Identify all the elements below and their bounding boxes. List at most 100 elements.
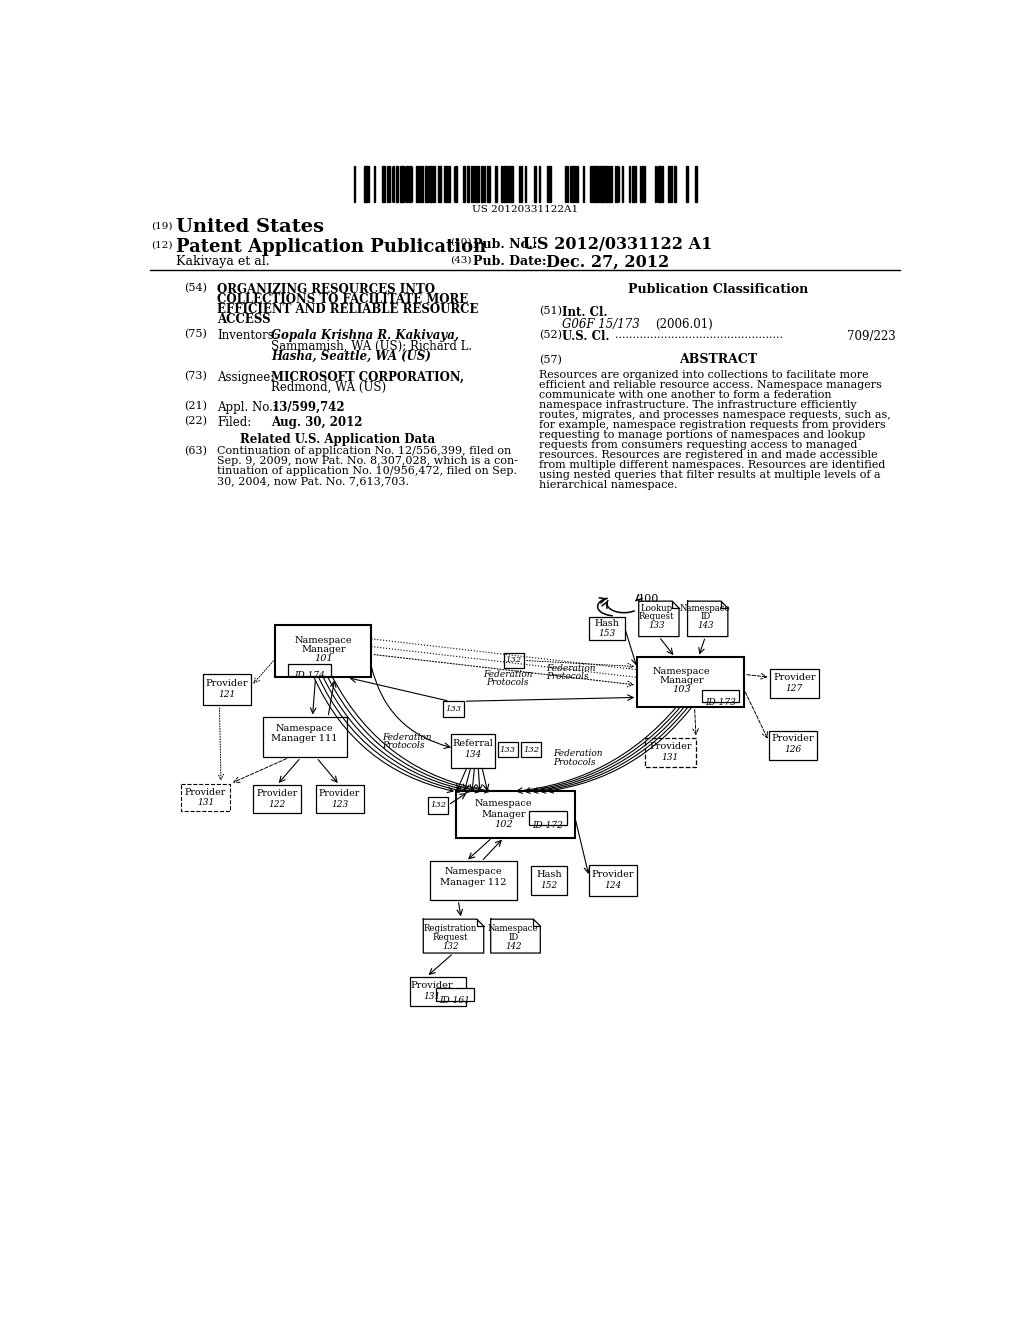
Bar bbox=[637, 657, 744, 706]
Bar bbox=[402, 166, 403, 202]
Bar bbox=[529, 812, 566, 825]
Text: Manager: Manager bbox=[481, 810, 526, 818]
Text: MICROSOFT CORPORATION,: MICROSOFT CORPORATION, bbox=[271, 371, 464, 384]
Bar bbox=[443, 701, 464, 717]
Text: (54): (54) bbox=[183, 284, 207, 293]
Bar bbox=[203, 675, 251, 705]
Text: namespace infrastructure. The infrastructure efficiently: namespace infrastructure. The infrastruc… bbox=[539, 400, 856, 411]
Text: Protocols: Protocols bbox=[553, 758, 595, 767]
Text: Aug. 30, 2012: Aug. 30, 2012 bbox=[271, 416, 362, 429]
Bar bbox=[769, 730, 817, 760]
Text: routes, migrates, and processes namespace requests, such as,: routes, migrates, and processes namespac… bbox=[539, 411, 891, 420]
Bar bbox=[504, 653, 524, 668]
Text: Sep. 9, 2009, now Pat. No. 8,307,028, which is a con-: Sep. 9, 2009, now Pat. No. 8,307,028, wh… bbox=[217, 457, 518, 466]
Bar bbox=[503, 166, 505, 202]
Bar bbox=[686, 166, 688, 202]
Text: 101: 101 bbox=[314, 655, 333, 664]
Text: Resources are organized into collections to facilitate more: Resources are organized into collections… bbox=[539, 370, 868, 380]
Text: Manager 112: Manager 112 bbox=[440, 878, 507, 887]
Text: ID 173: ID 173 bbox=[705, 697, 735, 706]
Polygon shape bbox=[639, 601, 679, 636]
Text: Hash: Hash bbox=[595, 619, 620, 628]
Text: Registration: Registration bbox=[424, 924, 477, 933]
Bar bbox=[629, 166, 630, 202]
Bar bbox=[456, 792, 575, 838]
Text: 123: 123 bbox=[331, 800, 348, 809]
Text: (52): (52) bbox=[539, 330, 562, 341]
Text: ABSTRACT: ABSTRACT bbox=[680, 354, 758, 366]
Bar bbox=[669, 166, 670, 202]
Text: Related U.S. Application Data: Related U.S. Application Data bbox=[240, 433, 435, 446]
Text: Pub. No.:: Pub. No.: bbox=[473, 238, 538, 251]
Text: Sammamish, WA (US); Richard L.: Sammamish, WA (US); Richard L. bbox=[271, 339, 472, 352]
Text: 131: 131 bbox=[423, 991, 440, 1001]
Bar bbox=[436, 989, 474, 1001]
Text: G06F 15/173: G06F 15/173 bbox=[562, 318, 640, 331]
Bar bbox=[275, 626, 372, 677]
Bar bbox=[382, 166, 385, 202]
Bar bbox=[368, 166, 369, 202]
Bar bbox=[674, 166, 676, 202]
Bar bbox=[455, 166, 457, 202]
Text: ID: ID bbox=[508, 933, 518, 942]
Text: 126: 126 bbox=[784, 746, 802, 754]
Bar bbox=[486, 166, 489, 202]
Bar bbox=[595, 166, 597, 202]
Text: Namespace: Namespace bbox=[444, 867, 503, 876]
Text: (63): (63) bbox=[183, 446, 207, 457]
Bar bbox=[263, 718, 346, 758]
Bar bbox=[463, 166, 465, 202]
Bar bbox=[572, 166, 574, 202]
Text: (73): (73) bbox=[183, 371, 207, 381]
Text: (43): (43) bbox=[451, 256, 472, 264]
Text: Namespace: Namespace bbox=[475, 799, 532, 808]
Text: Provider: Provider bbox=[256, 789, 297, 799]
Bar bbox=[569, 166, 571, 202]
Text: (22): (22) bbox=[183, 416, 207, 426]
Bar bbox=[253, 785, 301, 813]
Bar bbox=[428, 797, 449, 813]
Bar bbox=[658, 166, 662, 202]
Bar bbox=[609, 166, 611, 202]
Bar bbox=[365, 166, 367, 202]
Bar bbox=[407, 166, 408, 202]
Text: 103: 103 bbox=[672, 685, 691, 694]
Text: Inventors:: Inventors: bbox=[217, 330, 278, 342]
Text: 124: 124 bbox=[604, 880, 622, 890]
Text: Pub. Date:: Pub. Date: bbox=[473, 256, 547, 268]
Text: 131: 131 bbox=[197, 799, 214, 808]
Bar bbox=[694, 166, 697, 202]
Text: Appl. No.:: Appl. No.: bbox=[217, 401, 278, 414]
Text: efficient and reliable resource access. Namespace managers: efficient and reliable resource access. … bbox=[539, 380, 882, 391]
Text: ID 174: ID 174 bbox=[294, 672, 325, 680]
Text: Manager: Manager bbox=[659, 676, 703, 685]
Text: 132: 132 bbox=[506, 656, 522, 664]
Text: hierarchical namespace.: hierarchical namespace. bbox=[539, 480, 677, 490]
Text: 30, 2004, now Pat. No. 7,613,703.: 30, 2004, now Pat. No. 7,613,703. bbox=[217, 477, 410, 486]
Text: Provider: Provider bbox=[318, 789, 360, 799]
Bar bbox=[510, 166, 513, 202]
Text: 121: 121 bbox=[218, 690, 236, 698]
Text: Int. Cl.: Int. Cl. bbox=[562, 306, 607, 319]
Text: 143: 143 bbox=[697, 622, 714, 630]
Bar bbox=[418, 166, 420, 202]
Text: Hasha, Seattle, WA (US): Hasha, Seattle, WA (US) bbox=[271, 350, 431, 363]
Text: Referral: Referral bbox=[453, 739, 494, 748]
Bar bbox=[473, 166, 474, 202]
Bar bbox=[438, 166, 439, 202]
Bar bbox=[531, 866, 566, 895]
Text: Namespace: Namespace bbox=[275, 723, 334, 733]
Text: 709/223: 709/223 bbox=[847, 330, 895, 343]
Text: Filed:: Filed: bbox=[217, 416, 251, 429]
Text: ORGANIZING RESOURCES INTO: ORGANIZING RESOURCES INTO bbox=[217, 284, 435, 296]
Text: Protocols: Protocols bbox=[547, 672, 589, 681]
Text: Protocols: Protocols bbox=[486, 678, 529, 688]
Text: EFFICIENT AND RELIABLE RESOURCE: EFFICIENT AND RELIABLE RESOURCE bbox=[217, 304, 478, 317]
Polygon shape bbox=[687, 601, 728, 636]
Bar bbox=[640, 166, 641, 202]
Text: Hash: Hash bbox=[536, 870, 561, 879]
Bar bbox=[498, 742, 518, 758]
Text: Manager: Manager bbox=[301, 645, 346, 655]
Bar bbox=[315, 785, 364, 813]
Text: (10): (10) bbox=[451, 238, 472, 247]
